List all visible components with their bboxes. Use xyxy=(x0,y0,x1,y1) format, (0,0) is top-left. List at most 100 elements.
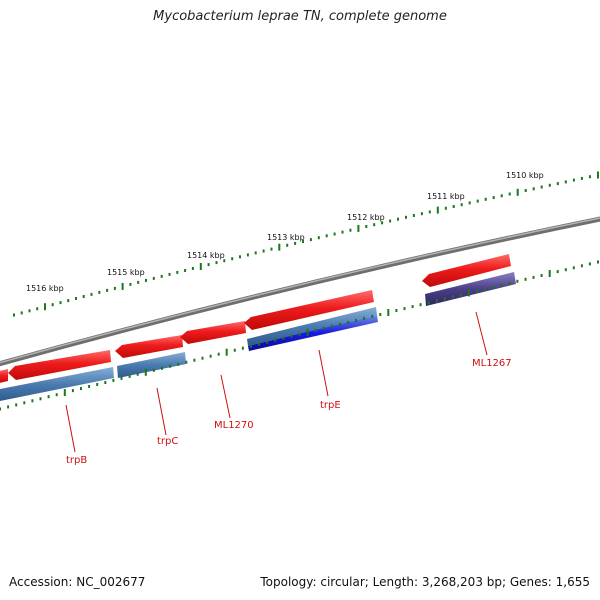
tick-label-1511: 1511 kbp xyxy=(427,192,465,201)
minor-tick-mark xyxy=(28,309,31,313)
minor-tick-mark xyxy=(207,263,210,267)
minor-tick-mark xyxy=(51,303,54,307)
gene-label-trpB: trpB xyxy=(66,455,87,466)
minor-tick-mark xyxy=(564,180,567,184)
minor-tick-mark xyxy=(349,228,352,232)
gene-label-ML1267: ML1267 xyxy=(472,358,512,369)
minor-tick-mark xyxy=(500,194,503,198)
minor-tick-mark xyxy=(177,362,180,366)
minor-tick-mark xyxy=(492,196,495,200)
minor-tick-mark xyxy=(444,206,447,210)
minor-tick-mark xyxy=(82,295,85,298)
major-tick-mark xyxy=(199,263,202,270)
minor-tick-mark xyxy=(556,182,559,186)
minor-tick-mark xyxy=(484,197,487,201)
minor-tick-mark xyxy=(333,232,336,236)
minor-tick-mark xyxy=(75,297,77,300)
forward-features[interactable] xyxy=(0,254,511,384)
minor-tick-mark xyxy=(23,401,26,405)
minor-tick-mark xyxy=(161,366,163,370)
minor-tick-mark xyxy=(597,260,599,264)
minor-tick-mark xyxy=(309,238,312,242)
minor-tick-mark xyxy=(302,240,304,243)
major-tick-mark xyxy=(548,270,551,277)
minor-tick-mark xyxy=(290,334,293,338)
minor-tick-mark xyxy=(508,192,511,196)
minor-tick-mark xyxy=(246,253,249,257)
cds-features[interactable] xyxy=(0,272,516,402)
kbp-tick-labels: 1510 kbp 1511 kbp 1512 kbp 1513 kbp 1514… xyxy=(26,171,544,293)
minor-tick-mark xyxy=(412,214,415,217)
minor-tick-mark xyxy=(191,267,194,270)
feature-forward-ML1267 xyxy=(422,254,511,287)
minor-tick-mark xyxy=(395,309,398,312)
feature-forward-trpE xyxy=(244,290,374,330)
minor-tick-mark xyxy=(286,243,289,247)
minor-tick-mark xyxy=(254,251,257,255)
minor-tick-mark xyxy=(548,183,551,187)
minor-tick-mark xyxy=(330,324,333,328)
cds-trpE-upper xyxy=(247,307,377,346)
minor-tick-mark xyxy=(476,289,479,293)
accession-text: Accession: NC_002677 xyxy=(9,575,146,589)
minor-tick-mark xyxy=(460,293,462,297)
minor-tick-mark xyxy=(71,389,74,393)
minor-tick-mark xyxy=(217,352,220,356)
minor-tick-mark xyxy=(508,281,511,285)
minor-tick-mark xyxy=(540,274,543,277)
minor-tick-mark xyxy=(129,282,132,286)
minor-tick-mark xyxy=(365,225,368,228)
tick-label-1513: 1513 kbp xyxy=(267,233,305,242)
minor-tick-mark xyxy=(317,236,320,240)
minor-tick-mark xyxy=(185,360,188,364)
major-tick-mark xyxy=(597,171,599,179)
minor-tick-mark xyxy=(31,399,34,403)
minor-tick-mark xyxy=(270,247,273,251)
minor-tick-mark xyxy=(282,336,285,340)
minor-tick-mark xyxy=(266,340,269,344)
minor-tick-mark xyxy=(428,210,431,214)
feature-forward-trpB xyxy=(8,350,111,380)
minor-tick-mark xyxy=(314,328,317,332)
cds-trpC xyxy=(117,352,186,378)
minor-tick-mark xyxy=(145,278,147,282)
minor-tick-mark xyxy=(347,320,349,324)
minor-tick-mark xyxy=(405,215,407,219)
minor-tick-mark xyxy=(294,241,297,245)
tick-label-1510: 1510 kbp xyxy=(506,171,544,180)
minor-tick-mark xyxy=(500,283,503,287)
minor-tick-mark xyxy=(451,295,454,299)
minor-tick-mark xyxy=(152,276,155,280)
feature-forward-trpC xyxy=(115,335,183,358)
gene-label-trpE: trpE xyxy=(320,400,341,411)
minor-tick-mark xyxy=(250,344,252,348)
cds-trpE-lower xyxy=(248,315,378,351)
major-tick-mark xyxy=(468,289,470,297)
major-tick-mark xyxy=(225,348,228,356)
minor-tick-mark xyxy=(389,219,392,223)
major-tick-mark xyxy=(357,224,360,232)
major-tick-mark xyxy=(144,368,147,376)
minor-tick-mark xyxy=(540,185,543,189)
minor-tick-mark xyxy=(39,397,42,401)
minor-tick-mark xyxy=(59,301,62,305)
minor-tick-mark xyxy=(355,318,357,322)
minor-tick-mark xyxy=(460,203,463,207)
minor-tick-mark xyxy=(580,176,583,180)
minor-tick-mark xyxy=(233,348,236,352)
minor-tick-mark xyxy=(532,187,535,191)
minor-tick-mark xyxy=(193,358,196,362)
minor-tick-mark xyxy=(128,374,131,378)
major-tick-mark xyxy=(387,309,390,316)
minor-tick-mark xyxy=(176,270,179,274)
minor-tick-mark xyxy=(381,221,384,225)
gene-label-lines xyxy=(65,311,488,453)
minor-tick-mark xyxy=(184,269,187,272)
minor-tick-mark xyxy=(274,338,277,342)
minor-tick-mark xyxy=(96,383,99,386)
minor-tick-mark xyxy=(168,272,171,276)
feature-forward-ML1270 xyxy=(180,321,246,344)
minor-tick-mark xyxy=(215,261,218,265)
minor-tick-mark xyxy=(231,257,234,261)
